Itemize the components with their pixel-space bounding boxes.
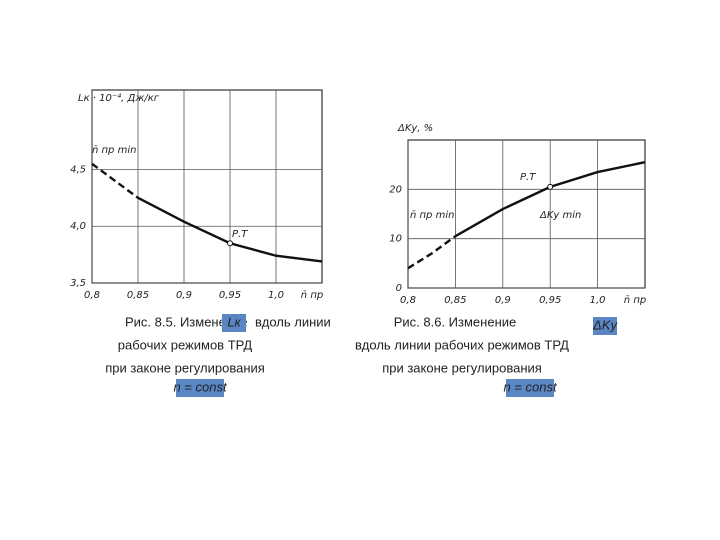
x-tick-label: 0,8	[84, 290, 100, 301]
x-tick-label: 1,0	[590, 295, 606, 306]
annotation: Р.Т	[520, 172, 536, 183]
annotation: n̄ пр min	[92, 145, 136, 156]
y-axis-label: Lк · 10⁻⁴, Дж/кг	[78, 92, 160, 104]
y-tick-label: 4,5	[70, 164, 86, 175]
y-tick-label: 10	[389, 234, 402, 245]
annotation: Р.Т	[232, 229, 248, 240]
y-tick-label: 0	[396, 283, 402, 294]
formula: n = const	[503, 379, 558, 394]
caption-line: при законе регулирования	[105, 360, 265, 375]
caption-line: Рис. 8.5. Изменение	[125, 314, 248, 329]
formula-box	[222, 314, 246, 332]
caption-line: вдоль линии	[255, 314, 331, 329]
x-tick-label: 0,95	[539, 295, 561, 306]
formula-box	[506, 379, 554, 397]
x-tick-label: 1,0	[268, 290, 284, 301]
operating-point	[227, 240, 233, 247]
plot-frame	[91, 89, 323, 284]
annotation: ΔKу min	[539, 210, 581, 221]
formula-box	[593, 317, 617, 335]
x-tick-label: 0,8	[400, 295, 416, 306]
x-tick-label: 0,9	[495, 295, 511, 306]
x-axis-label: n̄ пр	[624, 295, 646, 306]
y-tick-label: 20	[389, 184, 402, 195]
x-tick-label: 0,85	[127, 290, 149, 301]
operating-point	[547, 183, 554, 190]
x-tick-label: 0,9	[176, 290, 192, 301]
caption-line: Рис. 8.6. Изменение	[394, 314, 517, 329]
formula-box	[176, 379, 224, 397]
y-tick-label: 3,5	[70, 278, 86, 289]
caption-line: вдоль линии рабочих режимов ТРД	[355, 337, 569, 352]
x-axis-label: n̄ пр	[301, 290, 323, 301]
formula: Lк	[227, 314, 241, 329]
caption-line: при законе регулирования	[382, 360, 542, 375]
curve	[407, 235, 457, 270]
y-tick-label: 4,0	[70, 221, 86, 232]
annotation: n̄ пр min	[410, 210, 454, 221]
curve	[91, 162, 139, 199]
y-axis-label: ΔKу, %	[397, 123, 433, 134]
x-tick-label: 0,85	[444, 295, 466, 306]
formula: n = const	[173, 379, 228, 394]
formula: ΔKу	[592, 317, 618, 332]
caption-line: рабочих режимов ТРД	[118, 337, 253, 352]
x-tick-label: 0,95	[219, 290, 241, 301]
